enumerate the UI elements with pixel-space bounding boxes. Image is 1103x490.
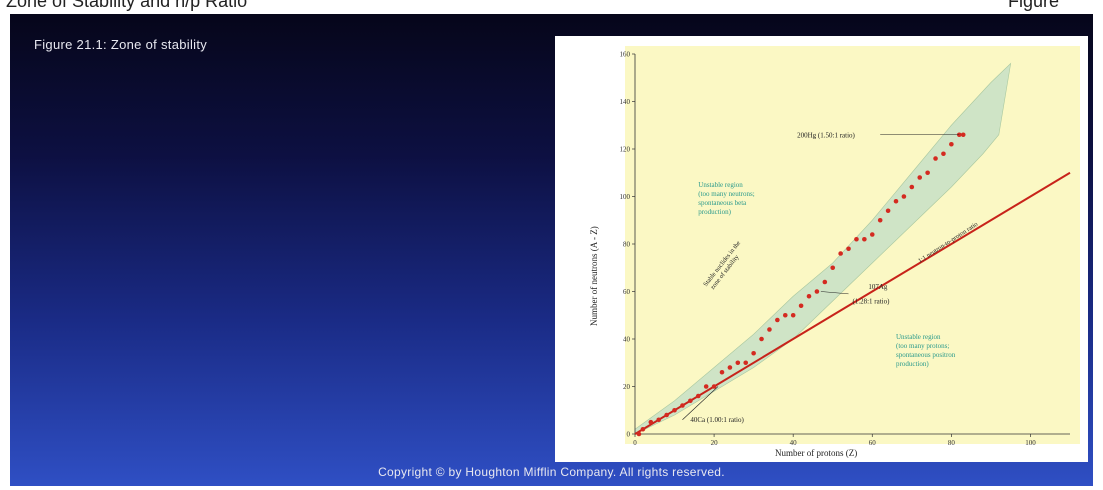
stable-nucleus-point <box>901 194 907 199</box>
stable-nucleus-point <box>956 132 962 138</box>
copyright-notice: Copyright © by Houghton Mifflin Company.… <box>378 465 725 479</box>
stable-nucleus-point <box>869 232 875 237</box>
stable-nuclei-layer <box>636 132 966 437</box>
ag-label-symbol: 107Ag <box>868 283 888 291</box>
stable-nucleus-point <box>640 426 646 432</box>
zone-of-stability-chart: 0 20 40 60 80 100 0 20 40 60 80 100 120 140 160 200Hg … <box>589 46 1080 458</box>
stable-nucleus-point <box>656 417 662 423</box>
y-tick-label: 140 <box>620 98 631 106</box>
x-tick-label: 80 <box>948 439 956 447</box>
stable-nucleus-point <box>688 398 693 404</box>
stable-nucleus-point <box>735 360 741 366</box>
ag-label-ratio: (1.28:1 ratio) <box>853 297 891 305</box>
stable-nucleus-point <box>846 246 851 252</box>
y-axis-label: Number of neutrons (A - Z) <box>589 226 599 326</box>
ratio-line-layer <box>634 171 1071 435</box>
stable-nucleus-point <box>751 350 756 356</box>
header-left-text: Zone of Stability and n/p Ratio <box>6 0 248 11</box>
stable-nucleus-point <box>822 279 828 285</box>
stable-nucleus-point <box>782 312 788 318</box>
lower-region-text-line: (too many protons; <box>896 342 949 350</box>
stable-nucleus-point <box>636 431 642 437</box>
stable-nucleus-point <box>838 251 843 256</box>
lower-region-text-line: production) <box>896 360 929 368</box>
y-tick-label: 80 <box>623 241 631 249</box>
stable-nucleus-point <box>909 184 915 190</box>
stable-nucleus-point <box>672 407 677 413</box>
stable-nucleus-point <box>814 289 820 294</box>
upper-region-text-line: Unstable region <box>698 181 743 189</box>
stable-nucleus-point <box>648 419 654 425</box>
stable-nucleus-point <box>949 141 954 147</box>
header-right-text: Figure <box>1008 0 1060 11</box>
x-tick-label: 0 <box>633 439 637 447</box>
x-tick-label: 60 <box>869 439 877 447</box>
stable-nucleus-point <box>862 236 867 242</box>
ca-label: 40Ca (1.00:1 ratio) <box>690 416 744 424</box>
axes-layer: 0 20 40 60 80 100 0 20 40 60 80 100 120 140 160 <box>620 51 1070 447</box>
stable-nucleus-point <box>854 236 859 242</box>
stable-nucleus-point <box>719 369 725 375</box>
x-tick-label: 100 <box>1025 439 1036 447</box>
ratio-line <box>634 171 1071 435</box>
stable-nucleus-point <box>664 412 669 418</box>
slide-title: Figure 21.1: Zone of stability <box>34 37 208 52</box>
stable-nucleus-point <box>885 208 891 214</box>
stable-nucleus-point <box>759 336 764 342</box>
top-header-strip: Zone of Stability and n/p Ratio Figure <box>0 0 1103 14</box>
stable-nucleus-point <box>767 327 772 332</box>
y-tick-label: 0 <box>627 431 631 439</box>
y-tick-label: 60 <box>623 288 631 296</box>
upper-region-text-line: production) <box>698 208 731 216</box>
y-tick-label: 100 <box>620 193 631 201</box>
stable-nucleus-point <box>727 365 733 370</box>
stable-nucleus-point <box>790 312 796 318</box>
lower-region-text-line: spontaneous positron <box>896 351 956 359</box>
stable-nucleus-point <box>925 170 930 176</box>
stable-nucleus-point <box>695 393 701 399</box>
ca-leader-line <box>682 386 719 420</box>
stable-nucleus-point <box>960 132 966 138</box>
slide: Figure 21.1: Zone of stability 0 20 40 60 80… <box>10 14 1093 486</box>
band-of-stability-layer <box>634 62 1012 435</box>
lower-region-text-line: Unstable region <box>896 333 941 341</box>
x-axis-label: Number of protons (Z) <box>775 448 857 458</box>
x-tick-label: 40 <box>790 439 798 447</box>
stable-nucleus-point <box>933 156 938 161</box>
stable-nucleus-point <box>806 293 812 299</box>
y-tick-label: 20 <box>623 383 631 391</box>
stable-nucleus-point <box>877 217 883 223</box>
ag-leader-line <box>820 291 849 295</box>
stable-nucleus-point <box>711 384 717 389</box>
stable-nucleus-point <box>917 175 923 180</box>
upper-region-text-line: spontaneous beta <box>698 199 747 207</box>
figure-frame: 0 20 40 60 80 100 0 20 40 60 80 100 120 140 160 200Hg … <box>555 36 1088 462</box>
stable-nucleus-point <box>830 265 836 271</box>
stable-nucleus-point <box>798 303 804 309</box>
stable-nucleus-point <box>775 317 780 323</box>
stable-nucleus-point <box>703 384 709 389</box>
y-tick-label: 40 <box>623 336 631 344</box>
y-tick-label: 120 <box>620 146 631 154</box>
x-tick-label: 20 <box>711 439 719 447</box>
y-tick-label: 160 <box>620 51 631 59</box>
stable-nucleus-point <box>743 360 749 366</box>
stable-nucleus-point <box>941 151 946 157</box>
hg-label: 200Hg (1.50:1 ratio) <box>797 131 855 139</box>
upper-region-text-line: (too many neutrons; <box>698 190 754 198</box>
band-of-stability <box>634 62 1012 435</box>
stable-nucleus-point <box>680 403 685 408</box>
stable-nucleus-point <box>893 198 899 204</box>
